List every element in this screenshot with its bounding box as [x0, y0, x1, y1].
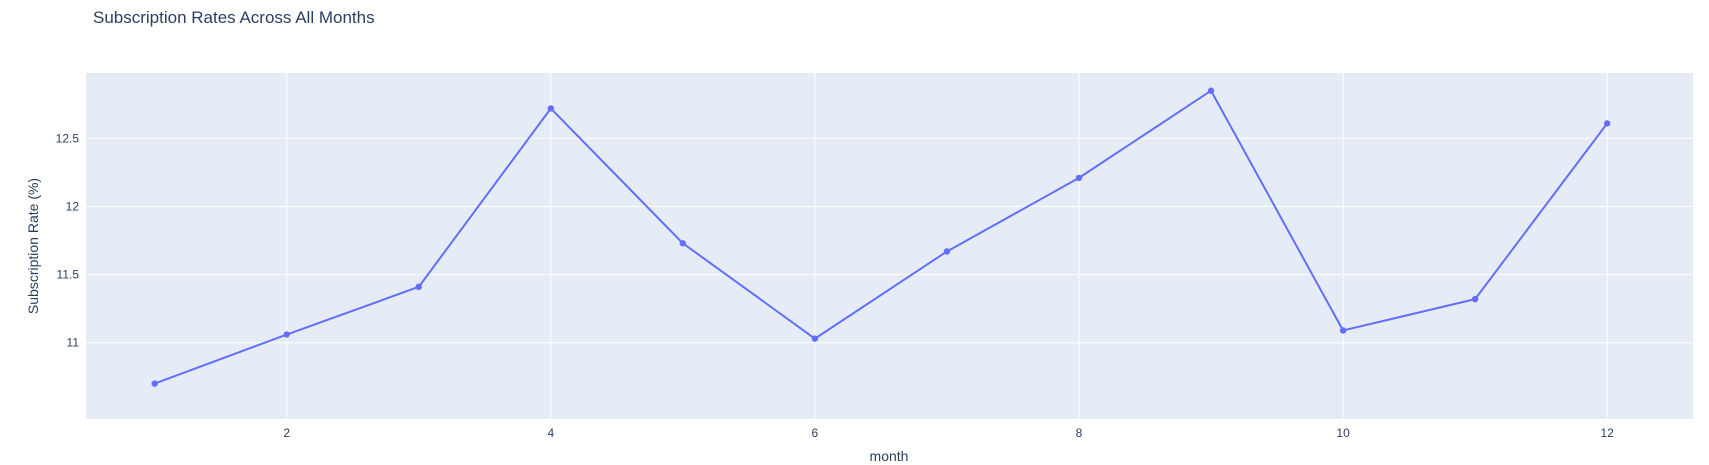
- x-tick-label: 10: [1336, 426, 1350, 440]
- data-point: [943, 248, 951, 255]
- y-tick-label: 12.5: [56, 131, 80, 145]
- y-gridlines: [86, 137, 1693, 344]
- data-point: [547, 105, 555, 112]
- x-tick-labels: 2 4 6 8 10 12: [283, 426, 1614, 440]
- x-tick-label: 2: [283, 426, 290, 440]
- y-axis-title: Subscription Rate (%): [25, 178, 41, 314]
- y-tick-labels: 11 11.5 12 12.5: [56, 131, 80, 349]
- data-point: [1471, 295, 1479, 303]
- x-tick-label: 8: [1076, 426, 1083, 440]
- data-point: [679, 240, 687, 247]
- y-tick-label: 12: [66, 199, 80, 213]
- data-point: [151, 380, 158, 387]
- chart-title: Subscription Rates Across All Months: [93, 8, 375, 27]
- x-gridlines: [286, 73, 1608, 419]
- data-point: [1075, 174, 1083, 182]
- y-tick-label: 11.5: [57, 268, 80, 282]
- data-point: [1339, 327, 1347, 334]
- y-tick-label: 11: [67, 336, 80, 350]
- data-point: [811, 335, 819, 342]
- data-point: [415, 283, 422, 291]
- data-point: [1207, 87, 1215, 94]
- plot-background: [86, 73, 1693, 419]
- x-tick-label: 12: [1600, 426, 1614, 440]
- data-point: [1603, 120, 1611, 127]
- series-line: [154, 89, 1608, 385]
- x-axis-title: month: [870, 448, 909, 464]
- data-point: [283, 331, 290, 338]
- x-tick-label: 6: [812, 426, 819, 440]
- series-group: [151, 87, 1611, 387]
- x-tick-label: 4: [547, 426, 554, 440]
